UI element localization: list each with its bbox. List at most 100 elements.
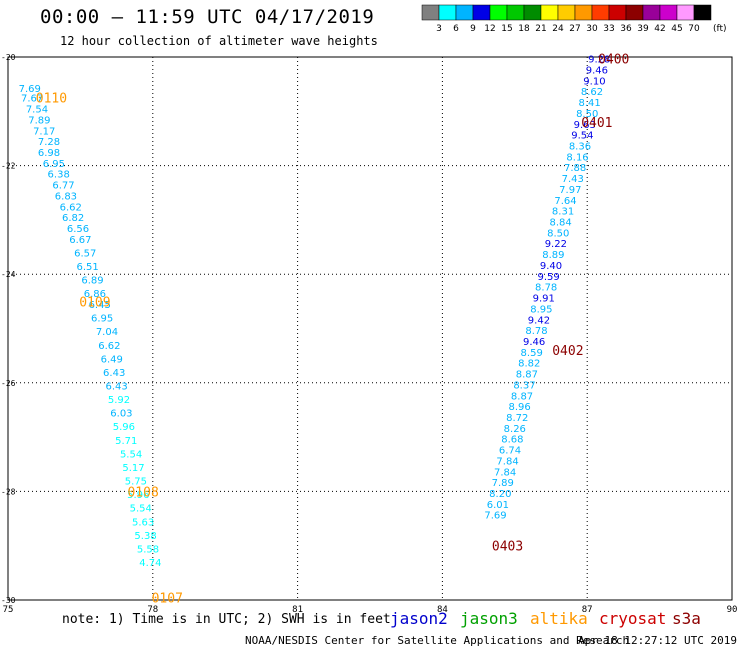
colorbar-label: 30: [586, 24, 598, 34]
wave-height-label: 9.63: [574, 120, 596, 131]
colorbar-label: 39: [637, 24, 649, 34]
wave-height-label: 6.45: [89, 300, 111, 311]
wave-height-label: 9.59: [537, 272, 559, 283]
wave-height-label: 7.89: [28, 115, 50, 126]
wave-height-label: 8.59: [521, 348, 543, 359]
legend-cryosat: cryosat: [599, 609, 667, 628]
colorbar-label: 15: [501, 24, 512, 34]
wave-height-label: 5.54: [130, 504, 152, 515]
wave-height-label: 6.62: [98, 341, 120, 352]
wave-height-label: 7.84: [494, 467, 516, 478]
wave-height-label: 5.92: [108, 395, 130, 406]
wave-height-label: 8.41: [578, 98, 600, 109]
wave-height-label: 7.97: [559, 185, 581, 196]
wave-height-label: 6.98: [38, 148, 60, 159]
wave-height-label: 8.95: [530, 304, 552, 315]
wave-height-label: 6.74: [499, 446, 521, 457]
colorbar-label: 9: [470, 24, 476, 34]
wave-height-label: 5.96: [127, 490, 149, 501]
wave-height-label: 8.87: [511, 391, 533, 402]
pass-time-label: 0400: [598, 53, 629, 68]
wave-height-label: 8.87: [516, 370, 538, 381]
footer-timestamp: Apr 18 12:27:12 UTC 2019: [578, 634, 737, 647]
wave-height-label: 8.50: [547, 228, 569, 239]
wave-height-label: 7.04: [96, 327, 118, 338]
chart-subtitle: 12 hour collection of altimeter wave hei…: [60, 34, 378, 48]
wave-height-label: 6.03: [110, 409, 132, 420]
x-tick-label: 90: [727, 605, 738, 615]
pass-time-label: 0109: [79, 295, 110, 310]
legend-s3a: s3a: [672, 609, 701, 628]
wave-height-label: 9.28: [588, 55, 610, 66]
wave-height-label: 6.51: [77, 262, 99, 273]
wave-height-label: 6.49: [101, 354, 123, 365]
legend-jason2: jason2: [390, 609, 448, 628]
wave-height-label: 8.82: [518, 359, 540, 370]
footer-credit: NOAA/NESDIS Center for Satellite Applica…: [245, 634, 630, 647]
wave-height-label: 8.16: [566, 152, 588, 163]
colorbar-swatch: [455, 4, 474, 21]
wave-height-label: 7.84: [496, 456, 518, 467]
wave-height-label: 5.96: [113, 422, 135, 433]
wave-height-label: 5.54: [120, 449, 142, 460]
x-tick-label: 84: [437, 605, 448, 615]
colorbar-swatch: [608, 4, 627, 21]
wave-height-label: 8.96: [508, 402, 530, 413]
wave-height-label: 8.78: [525, 326, 547, 337]
x-tick-label: 81: [292, 605, 303, 615]
colorbar-swatch: [472, 4, 491, 21]
wave-height-label: 5.75: [125, 477, 147, 488]
wave-height-label: 6.01: [487, 500, 509, 511]
colorbar-swatch: [659, 4, 678, 21]
y-tick-label: -20: [1, 53, 16, 62]
colorbar-swatch: [625, 4, 644, 21]
colorbar-swatch: [642, 4, 661, 21]
y-tick-label: -24: [1, 270, 16, 279]
wave-height-label: 8.68: [501, 435, 523, 446]
wave-height-label: 9.22: [545, 239, 567, 250]
colorbar-unit: (ft): [713, 24, 727, 34]
wave-height-label: 8.26: [504, 424, 526, 435]
wave-height-label: 5.17: [122, 463, 144, 474]
colorbar-label: 27: [569, 24, 580, 34]
pass-time-label: 0402: [552, 344, 583, 359]
colorbar-swatch: [523, 4, 542, 21]
colorbar-label: 70: [688, 24, 700, 34]
wave-height-label: 8.20: [489, 489, 511, 500]
wave-height-label: 9.54: [571, 131, 593, 142]
wave-height-label: 6.43: [103, 368, 125, 379]
colorbar-swatch: [676, 4, 695, 21]
colorbar-label: 6: [453, 24, 459, 34]
wave-height-label: 7.69: [19, 84, 41, 95]
wave-height-label: 7.89: [492, 478, 514, 489]
wave-height-label: 7.88: [564, 163, 586, 174]
wave-height-label: 6.95: [43, 159, 65, 170]
colorbar-swatch: [574, 4, 593, 21]
wave-height-label: 5.38: [134, 531, 156, 542]
footer-note: note: 1) Time is in UTC; 2) SWH is in fe…: [62, 612, 391, 627]
colorbar-swatch: [591, 4, 610, 21]
wave-height-label: 6.38: [48, 170, 70, 181]
wave-height-label: 8.31: [552, 207, 574, 218]
wave-height-label: 9.46: [586, 65, 608, 76]
wave-height-label: 6.56: [67, 224, 89, 235]
wave-height-label: 7.64: [554, 196, 576, 207]
plot-frame: [7, 56, 733, 601]
colorbar-swatch: [489, 4, 508, 21]
wave-height-label: 6.83: [55, 191, 77, 202]
wave-height-label: 6.57: [74, 248, 96, 259]
wave-height-label: 9.40: [540, 261, 562, 272]
wave-height-label: 9.10: [583, 76, 605, 87]
wave-height-label: 8.84: [550, 218, 572, 229]
colorbar-label: 24: [552, 24, 564, 34]
legend-jason3: jason3: [460, 609, 518, 628]
colorbar-label: 33: [603, 24, 614, 34]
wave-height-label: 7.17: [33, 126, 55, 137]
wave-height-label: 7.69: [484, 511, 506, 522]
wave-height-label: 7.54: [26, 105, 48, 116]
colorbar-swatch: [421, 4, 440, 21]
wave-height-label: 8.72: [506, 413, 528, 424]
wave-height-label: 8.78: [535, 283, 557, 294]
